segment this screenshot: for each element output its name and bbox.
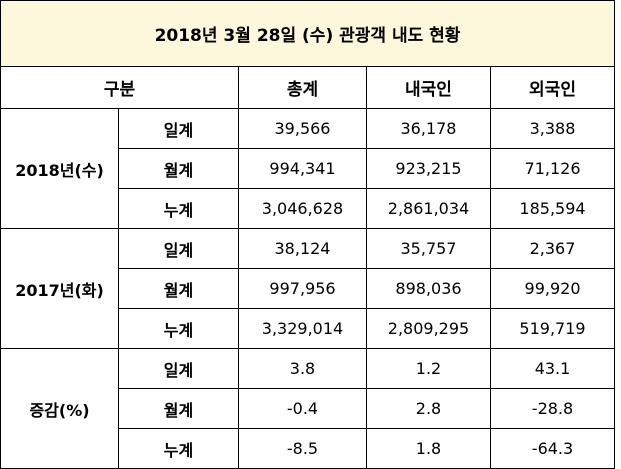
value-cell: 3.8 bbox=[238, 348, 367, 389]
row-label: 누계 bbox=[118, 428, 239, 469]
group-label: 2017년(화) bbox=[0, 228, 119, 349]
group-label: 증감(%) bbox=[0, 348, 119, 469]
value-cell: 994,341 bbox=[238, 148, 367, 189]
header-cell: 외국인 bbox=[489, 66, 616, 109]
row-label: 일계 bbox=[118, 108, 239, 149]
value-cell: 923,215 bbox=[366, 148, 491, 189]
value-cell: 43.1 bbox=[489, 348, 616, 389]
value-cell: -28.8 bbox=[489, 388, 616, 429]
data-row: 월계 997,956 898,036 99,920 bbox=[1, 268, 616, 309]
row-label: 일계 bbox=[118, 348, 239, 389]
value-cell: 71,126 bbox=[489, 148, 616, 189]
header-row: 구분 총계 내국인 외국인 bbox=[0, 66, 616, 109]
data-row: 2018년(수) 일계 39,566 36,178 3,388 bbox=[0, 108, 616, 229]
value-cell: 997,956 bbox=[238, 268, 367, 309]
value-cell: -64.3 bbox=[489, 428, 616, 469]
value-cell: 39,566 bbox=[238, 108, 367, 149]
value-cell: 38,124 bbox=[238, 228, 367, 269]
value-cell: 1.8 bbox=[366, 428, 491, 469]
value-cell: 1.2 bbox=[366, 348, 491, 389]
row-label: 월계 bbox=[118, 148, 239, 189]
value-cell: 2,861,034 bbox=[366, 188, 491, 229]
sheet-edge bbox=[614, 0, 621, 469]
row-label: 누계 bbox=[118, 308, 239, 349]
value-cell: 3,329,014 bbox=[238, 308, 367, 349]
data-row: 누계 3,329,014 2,809,295 519,719 bbox=[1, 308, 616, 349]
value-cell: 898,036 bbox=[366, 268, 491, 309]
value-cell: 185,594 bbox=[489, 188, 616, 229]
data-row: 증감(%) 일계 3.8 1.2 43.1 bbox=[0, 348, 616, 469]
value-cell: 2,367 bbox=[489, 228, 616, 269]
value-cell: 36,178 bbox=[366, 108, 491, 149]
row-label: 누계 bbox=[118, 188, 239, 229]
value-cell: 2,809,295 bbox=[366, 308, 491, 349]
group-label: 2018년(수) bbox=[0, 108, 119, 229]
data-row: 누계 -8.5 1.8 -64.3 bbox=[1, 428, 616, 469]
data-row: 2017년(화) 일계 38,124 35,757 2,367 bbox=[0, 228, 616, 349]
table-title: 2018년 3월 28일 (수) 관광객 내도 현황 bbox=[0, 0, 616, 67]
value-cell: -0.4 bbox=[238, 388, 367, 429]
data-row: 누계 3,046,628 2,861,034 185,594 bbox=[1, 188, 616, 229]
data-row: 월계 -0.4 2.8 -28.8 bbox=[1, 388, 616, 429]
header-cell: 총계 bbox=[238, 66, 367, 109]
data-row: 월계 994,341 923,215 71,126 bbox=[1, 148, 616, 189]
value-cell: 3,046,628 bbox=[238, 188, 367, 229]
title-row: 2018년 3월 28일 (수) 관광객 내도 현황 bbox=[0, 0, 616, 67]
value-cell: 99,920 bbox=[489, 268, 616, 309]
value-cell: 2.8 bbox=[366, 388, 491, 429]
row-label: 일계 bbox=[118, 228, 239, 269]
value-cell: -8.5 bbox=[238, 428, 367, 469]
value-cell: 519,719 bbox=[489, 308, 616, 349]
value-cell: 35,757 bbox=[366, 228, 491, 269]
header-cell: 내국인 bbox=[366, 66, 491, 109]
row-label: 월계 bbox=[118, 268, 239, 309]
header-cell: 구분 bbox=[0, 66, 239, 109]
row-label: 월계 bbox=[118, 388, 239, 429]
value-cell: 3,388 bbox=[489, 108, 616, 149]
